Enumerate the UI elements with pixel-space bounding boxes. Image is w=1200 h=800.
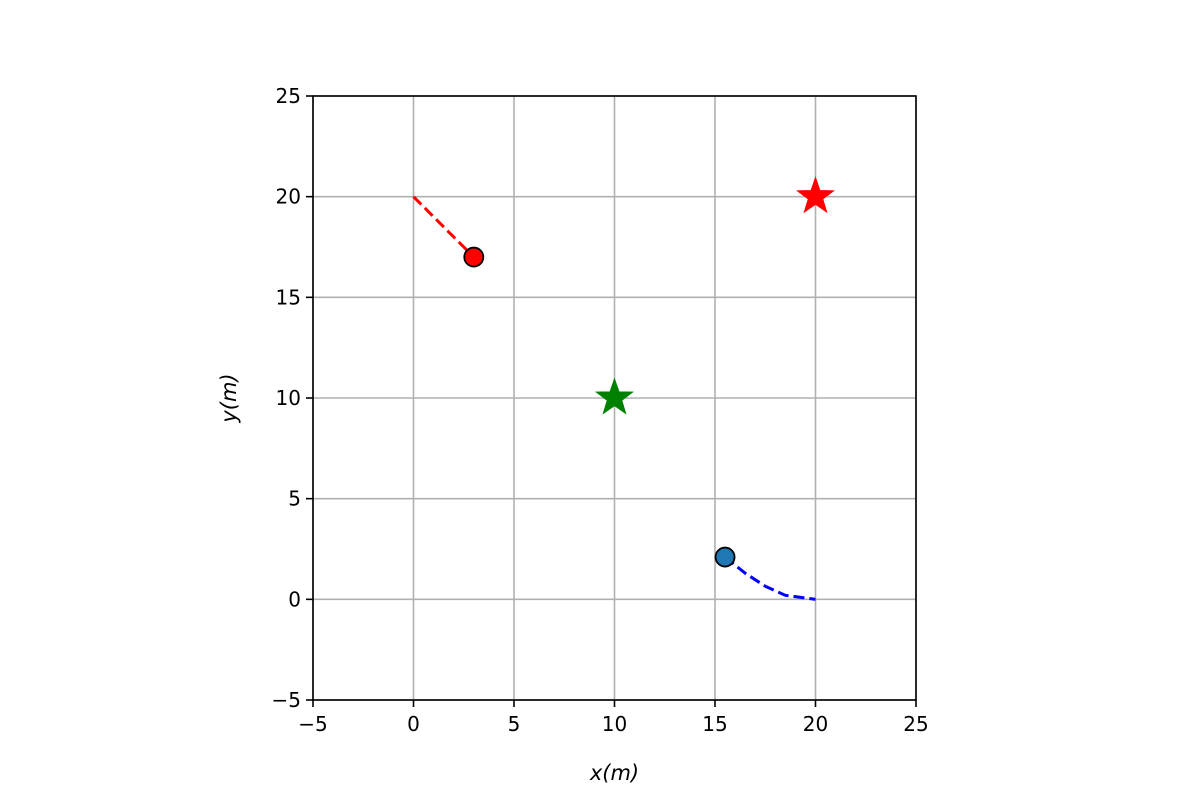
tick-labels: −5 0 5 10 15 20 25 −5 0 5 10 15 20 25 <box>272 84 929 736</box>
position-marker-2 <box>714 546 736 568</box>
position-marker-1 <box>463 246 485 268</box>
x-tick-label: −5 <box>298 712 327 736</box>
trajectory-paths <box>412 195 816 601</box>
y-tick-label: 5 <box>288 487 301 511</box>
x-axis-label: x(m) <box>589 761 639 785</box>
x-tick-label: 10 <box>602 712 627 736</box>
star-marker-4 <box>594 377 635 415</box>
y-tick-label: 10 <box>276 386 301 410</box>
y-tick-label: 20 <box>276 185 301 209</box>
y-tick-label: 0 <box>288 587 301 611</box>
x-tick-label: 20 <box>803 712 828 736</box>
trajectory-path-2 <box>724 555 816 601</box>
x-tick-label: 15 <box>702 712 727 736</box>
markers <box>463 176 836 568</box>
x-tick-label: 0 <box>407 712 420 736</box>
x-tick-label: 5 <box>508 712 521 736</box>
y-tick-label: 15 <box>276 285 301 309</box>
star-marker-3 <box>795 176 836 214</box>
x-tick-label: 25 <box>903 712 928 736</box>
y-tick-label: −5 <box>272 688 301 712</box>
y-axis-label: y(m) <box>217 373 241 423</box>
y-tick-label: 25 <box>276 84 301 108</box>
trajectory-path-1 <box>412 195 475 259</box>
axis-ticks <box>306 95 917 707</box>
